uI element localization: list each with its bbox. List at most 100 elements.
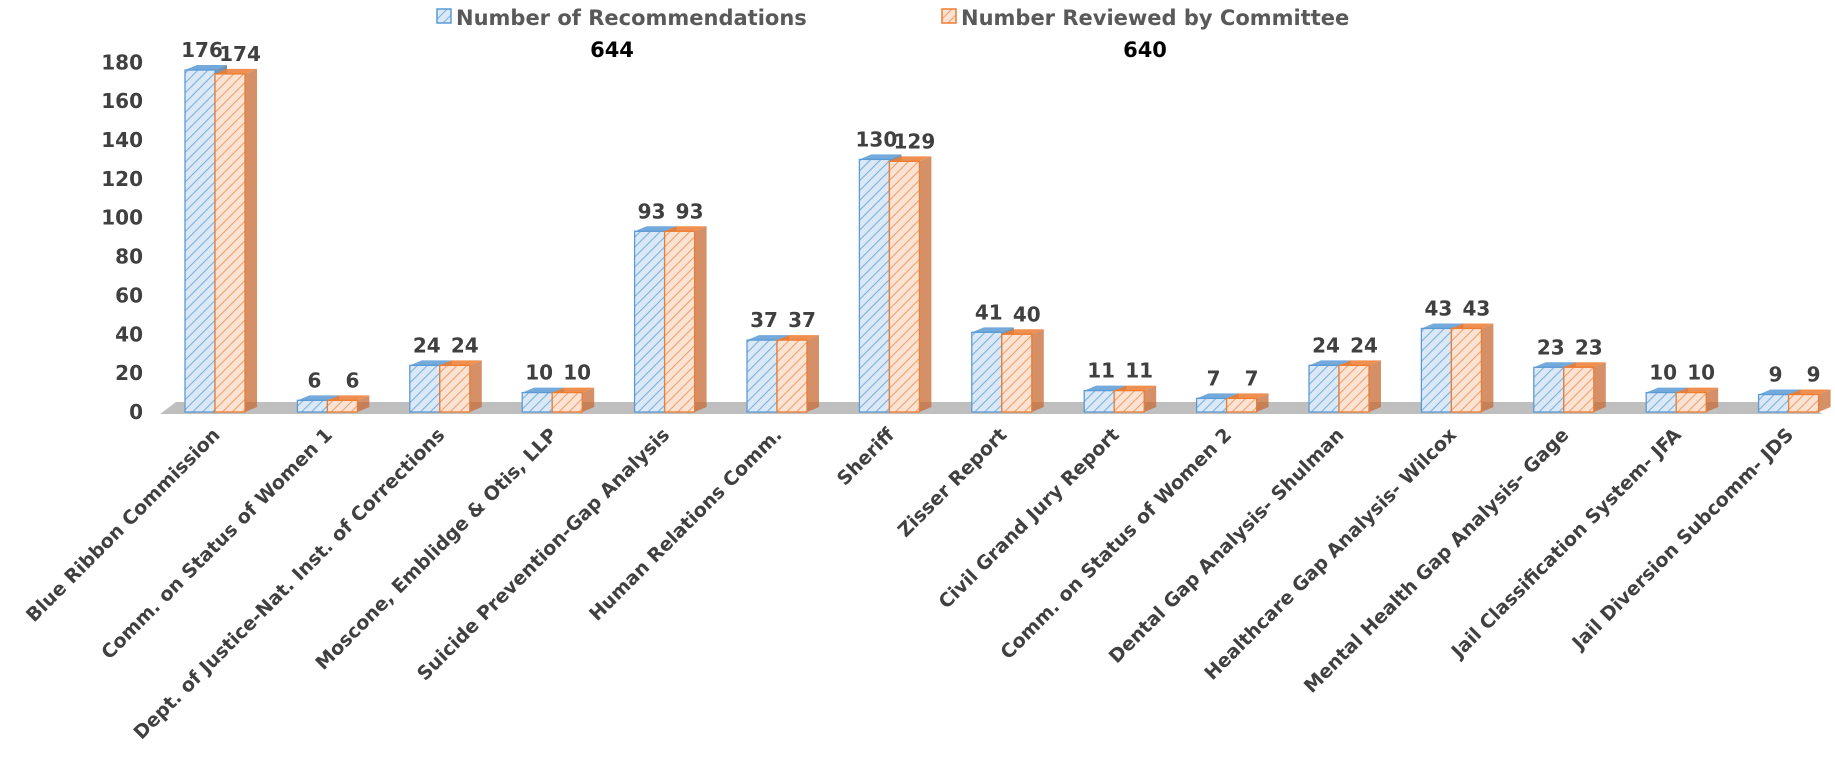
bar[interactable] [1338, 364, 1370, 413]
bar[interactable] [409, 364, 441, 413]
data-label: 10 [525, 361, 553, 385]
bar[interactable] [1001, 333, 1033, 413]
bar[interactable] [776, 339, 808, 413]
category-label: Jail Classification System- JFA [1446, 424, 1686, 664]
data-label: 24 [413, 333, 441, 357]
data-label: 41 [975, 300, 1003, 324]
bar[interactable] [439, 364, 471, 413]
legend-swatch-recommendations [436, 8, 452, 24]
bar-side-face [1369, 360, 1381, 412]
bar[interactable] [326, 399, 359, 413]
data-label: 37 [788, 308, 816, 332]
bar-top-face [859, 154, 902, 160]
legend-label-reviewed: Number Reviewed by Committee [961, 6, 1349, 30]
bar-top-face [664, 226, 707, 232]
bar-group[interactable] [888, 156, 932, 413]
data-label: 93 [638, 199, 666, 223]
bar-top-face [297, 395, 340, 401]
bar[interactable] [888, 160, 921, 413]
bar-group[interactable] [1225, 393, 1269, 413]
bar-group[interactable] [1001, 329, 1044, 413]
bar-group[interactable] [439, 360, 482, 413]
bar-top-face [634, 226, 677, 232]
bar[interactable] [1450, 327, 1483, 413]
data-label: 129 [894, 129, 936, 153]
bar-group[interactable] [1450, 323, 1494, 413]
bar[interactable] [1533, 366, 1565, 413]
bar[interactable] [214, 73, 246, 413]
bar-group[interactable] [1338, 360, 1381, 413]
data-label: 11 [1087, 359, 1115, 383]
bar[interactable] [1645, 391, 1677, 413]
legend-item-recommendations[interactable]: Number of Recommendations 644 [436, 6, 807, 62]
bar[interactable] [858, 158, 891, 413]
bar-top-face [1226, 393, 1269, 399]
y-tick-label: 80 [115, 245, 143, 269]
y-tick-label: 20 [115, 361, 143, 385]
bar-top-face [522, 387, 565, 393]
data-label: 7 [1245, 366, 1259, 390]
bar-side-face [1593, 362, 1606, 412]
legend-item-reviewed[interactable]: Number Reviewed by Committee 640 [941, 6, 1349, 62]
bar[interactable] [1420, 327, 1453, 413]
bar[interactable] [1563, 366, 1595, 413]
category-label: Civil Grand Jury Report [935, 424, 1124, 613]
bar-group[interactable] [1675, 387, 1719, 413]
data-label: 93 [676, 199, 704, 223]
bar[interactable] [1225, 397, 1258, 413]
y-tick-label: 140 [101, 128, 143, 152]
bar[interactable] [633, 230, 666, 413]
bar[interactable] [1675, 391, 1707, 413]
bar-top-face [747, 335, 789, 341]
bar-top-face [439, 360, 482, 366]
category-label: Sheriff [833, 424, 899, 490]
bar[interactable] [184, 69, 216, 413]
data-label: 11 [1125, 359, 1153, 383]
bar[interactable] [1083, 389, 1115, 413]
bar-top-face [1309, 360, 1351, 366]
bar-group[interactable] [551, 387, 595, 413]
category-label: Jail Diversion Subcomm- JDS [1567, 424, 1798, 655]
bar-top-face [1676, 387, 1719, 393]
y-tick-label: 100 [101, 206, 143, 230]
bar[interactable] [746, 339, 778, 413]
bar-top-face [1001, 329, 1044, 335]
bar-top-face [1563, 362, 1606, 368]
bar-top-face [215, 68, 257, 74]
bar-side-face [919, 156, 932, 412]
bar-group[interactable] [663, 226, 707, 413]
bar[interactable] [663, 230, 696, 413]
bar-side-face [1144, 385, 1157, 412]
bar[interactable] [1308, 364, 1340, 413]
category-label: Blue Ribbon Commission [22, 424, 225, 627]
data-label: 23 [1537, 335, 1565, 359]
bar[interactable] [1195, 397, 1228, 413]
bar-group[interactable] [1563, 362, 1606, 413]
bar-top-face [552, 387, 595, 393]
bar-group[interactable] [1113, 385, 1157, 413]
data-label: 23 [1575, 335, 1603, 359]
bar-top-face [1084, 385, 1127, 391]
bar-side-face [1706, 387, 1719, 412]
bars [184, 65, 1831, 413]
bar[interactable] [971, 331, 1003, 413]
bar-group[interactable] [326, 395, 370, 413]
bar-group[interactable] [776, 335, 819, 413]
data-label: 24 [1312, 333, 1340, 357]
bar[interactable] [551, 391, 583, 413]
bar-group[interactable] [214, 68, 257, 413]
bar-top-face [1339, 360, 1381, 366]
bar[interactable] [1757, 393, 1790, 413]
data-label: 10 [1687, 361, 1715, 385]
bar[interactable] [521, 391, 553, 413]
bar[interactable] [1787, 393, 1820, 413]
bar-group[interactable] [1787, 389, 1831, 413]
y-tick-label: 0 [129, 400, 143, 424]
bar[interactable] [1113, 389, 1145, 413]
bar-top-face [1196, 393, 1239, 399]
category-label: Suicide Prevention-Gap Analysis [413, 424, 674, 685]
bar[interactable] [296, 399, 329, 413]
category-label: Comm. on Status of Women 1 [97, 424, 337, 664]
